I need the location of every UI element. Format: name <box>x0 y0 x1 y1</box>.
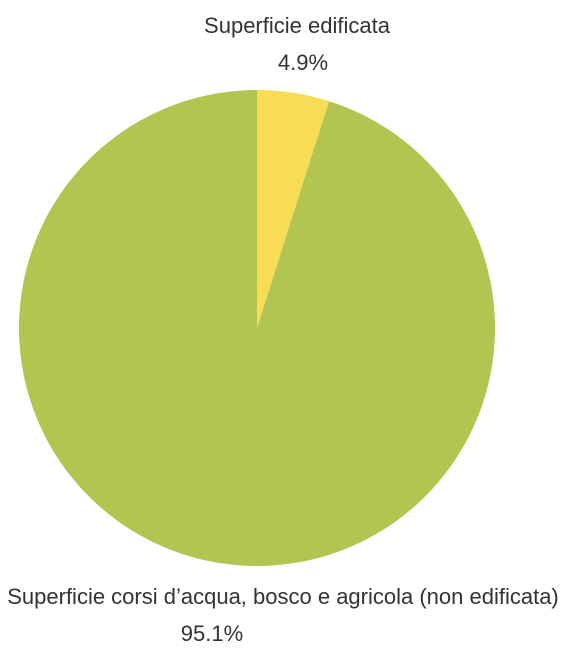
slice-label-non-edificata: Superficie corsi d’acqua, bosco e agrico… <box>7 584 559 609</box>
pie-slice-superficie-edificata <box>257 90 330 328</box>
slice-label-superficie-edificata: Superficie edificata <box>204 13 391 38</box>
slice-value-superficie-edificata: 4.9% <box>278 50 328 75</box>
pie-slices <box>19 90 496 566</box>
pie-slice-non-edificata <box>19 90 496 566</box>
slice-value-non-edificata: 95.1% <box>181 621 243 646</box>
